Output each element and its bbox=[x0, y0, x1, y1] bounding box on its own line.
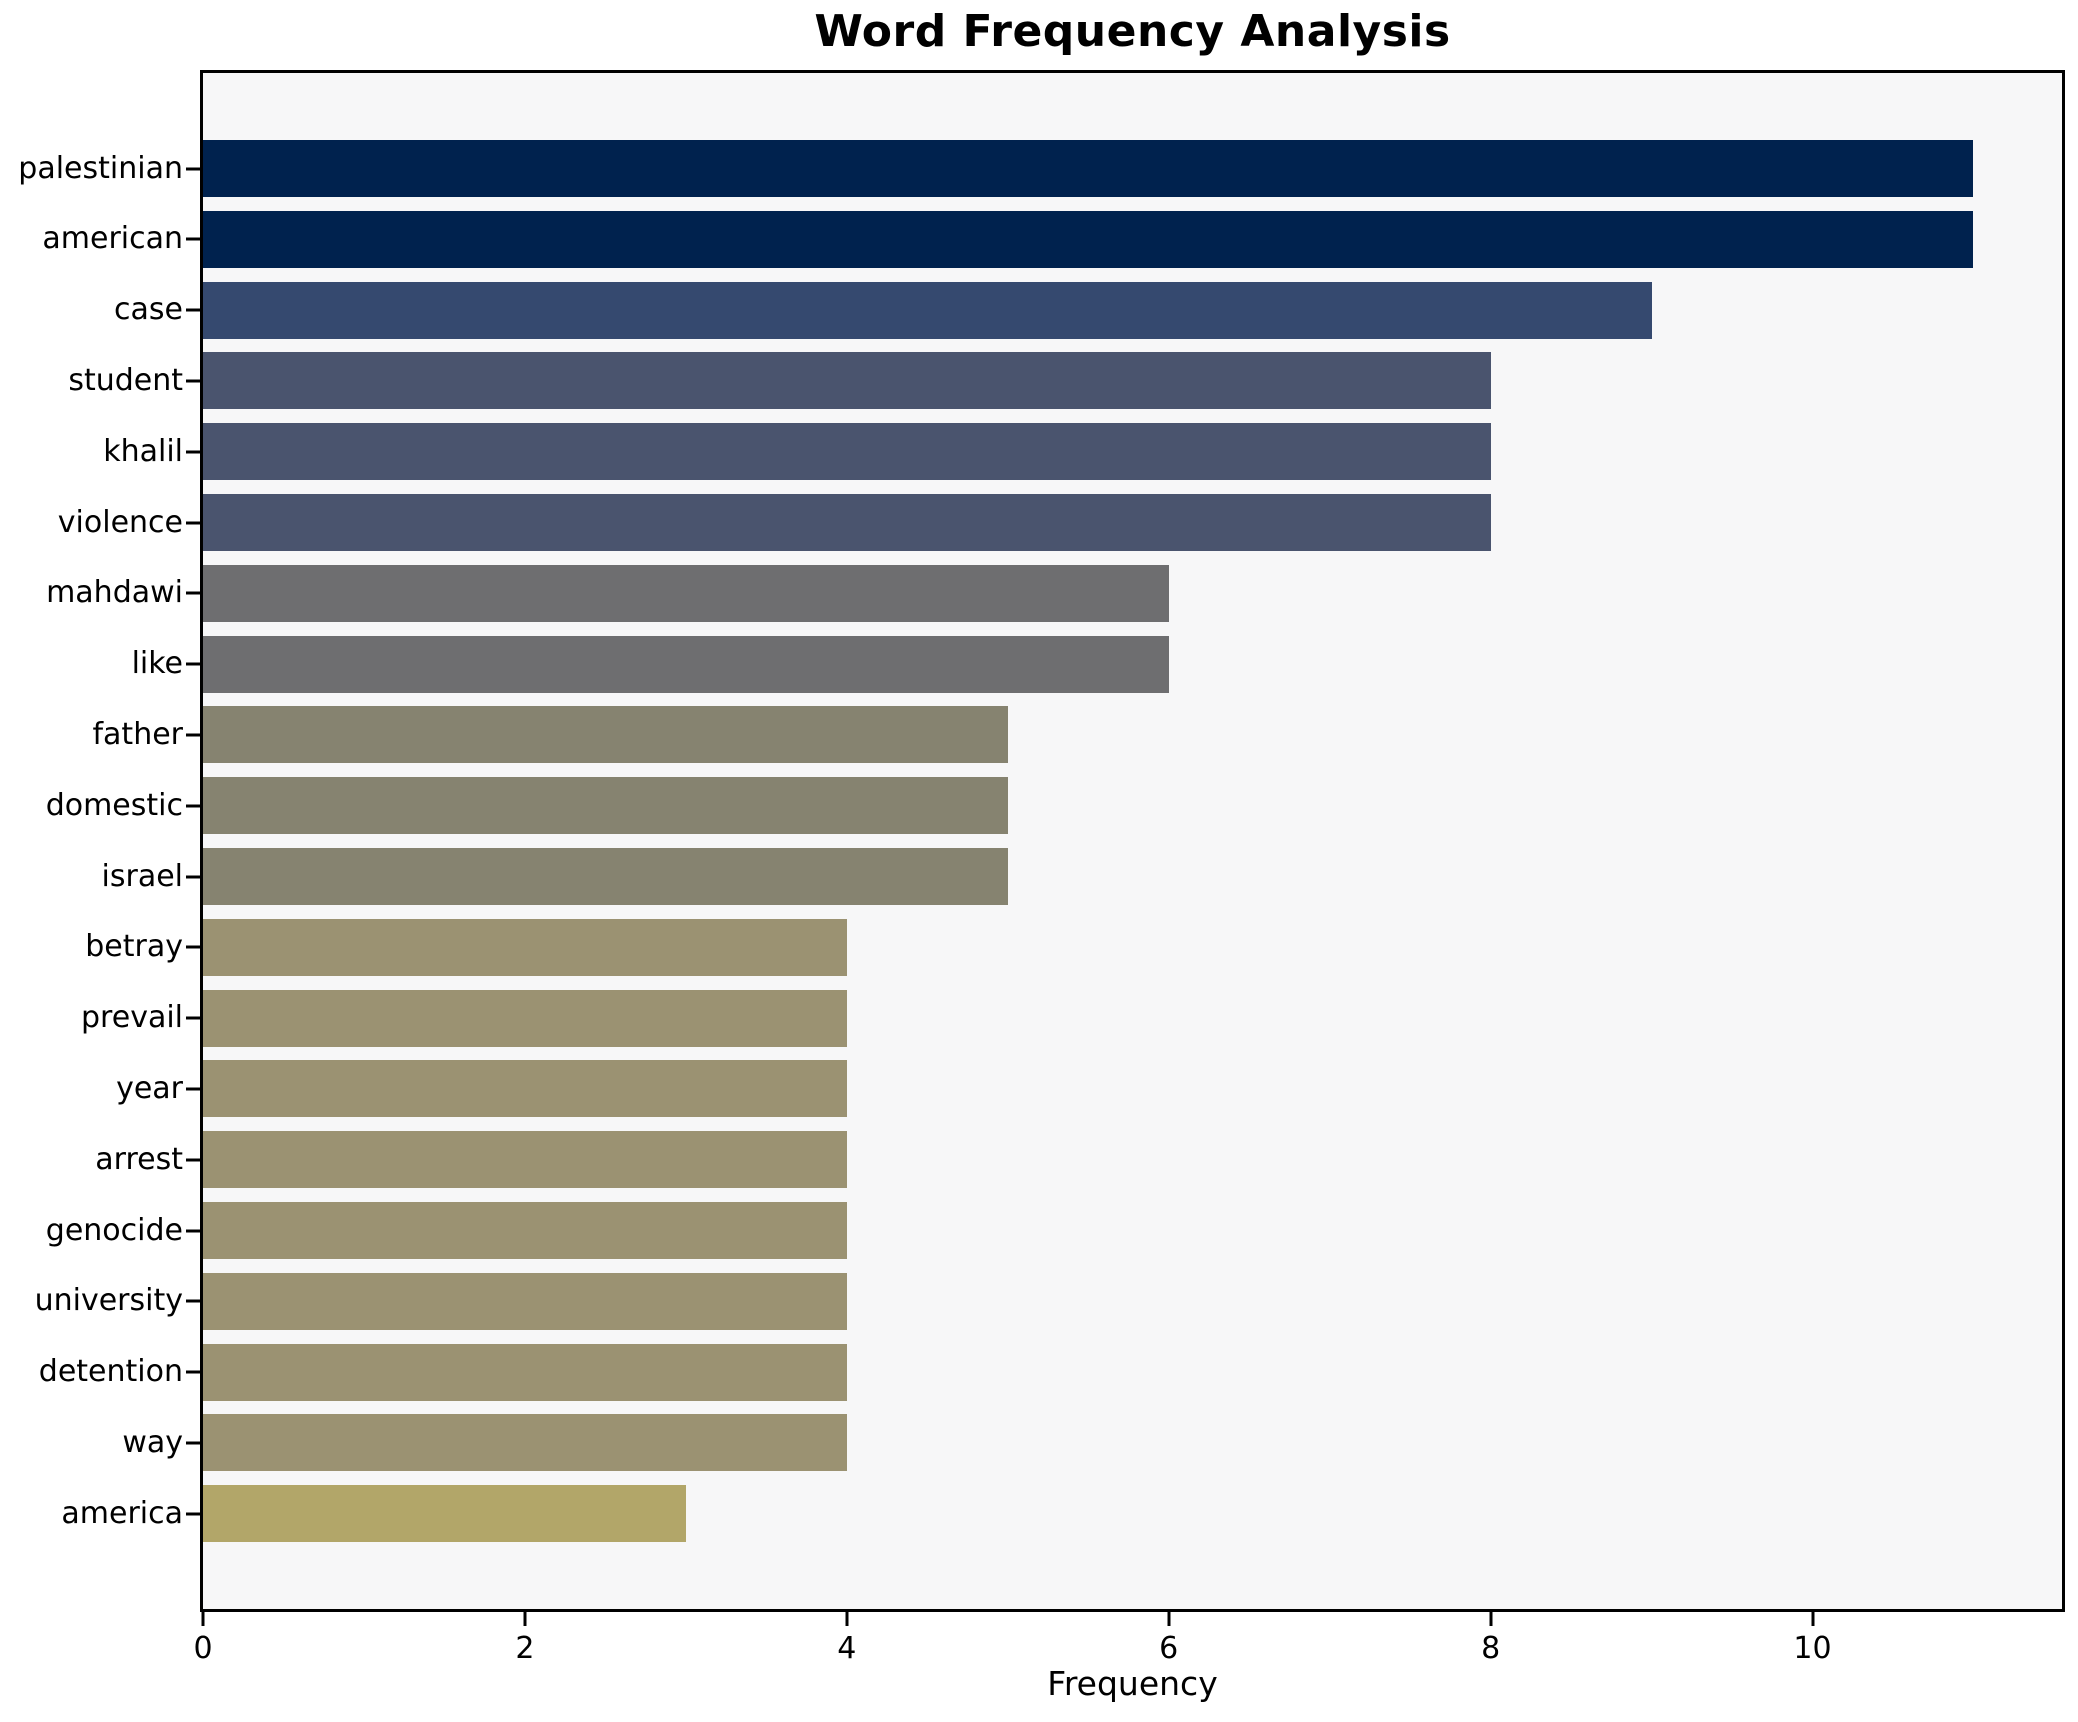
y-tick-mark bbox=[186, 379, 200, 383]
x-tick-label-8: 8 bbox=[1481, 1631, 1501, 1666]
x-tick-label-2: 2 bbox=[515, 1631, 535, 1666]
y-tick-mark bbox=[186, 1016, 200, 1020]
y-tick-label-case: case bbox=[114, 292, 183, 328]
y-tick-label-prevail: prevail bbox=[81, 1000, 183, 1036]
y-tick-label-domestic: domestic bbox=[45, 787, 183, 823]
y-tick-label-detention: detention bbox=[38, 1354, 183, 1390]
y-tick-label-arrest: arrest bbox=[95, 1141, 183, 1177]
x-axis-label: Frequency bbox=[1047, 1664, 1218, 1703]
x-tick-mark bbox=[523, 1612, 527, 1626]
y-tick-label-way: way bbox=[122, 1424, 183, 1460]
x-tick-mark bbox=[845, 1612, 849, 1626]
y-tick-label-like: like bbox=[131, 646, 183, 682]
x-tick-label-10: 10 bbox=[1793, 1631, 1832, 1666]
y-axis-labels: palestinian american case student khalil viol… bbox=[0, 73, 183, 1609]
y-tick-mark bbox=[186, 308, 200, 312]
y-tick-label-palestinian: palestinian bbox=[18, 150, 183, 186]
y-tick-mark bbox=[186, 450, 200, 454]
y-tick-mark bbox=[186, 591, 200, 595]
y-tick-label-violence: violence bbox=[57, 504, 183, 540]
x-tick-mark bbox=[1811, 1612, 1815, 1626]
y-tick-mark bbox=[186, 1441, 200, 1445]
bars-layer bbox=[203, 73, 2062, 1609]
bar-arrest bbox=[203, 1131, 847, 1189]
bar-american bbox=[203, 210, 1974, 268]
y-tick-mark bbox=[186, 662, 200, 666]
y-tick-mark bbox=[186, 1512, 200, 1516]
y-tick-mark bbox=[186, 1299, 200, 1303]
y-tick-label-year: year bbox=[116, 1070, 183, 1106]
y-tick-mark bbox=[186, 875, 200, 878]
bar-mahdawi bbox=[203, 564, 1169, 622]
y-tick-label-mahdawi: mahdawi bbox=[46, 575, 183, 611]
bar-father bbox=[203, 706, 1008, 764]
y-tick-label-israel: israel bbox=[101, 858, 183, 894]
x-tick-label-0: 0 bbox=[193, 1631, 213, 1666]
bar-genocide bbox=[203, 1202, 847, 1259]
y-tick-mark bbox=[186, 1158, 200, 1162]
bar-khalil bbox=[203, 423, 1491, 481]
x-tick-mark bbox=[201, 1612, 205, 1626]
bar-year bbox=[203, 1060, 847, 1118]
bar-like bbox=[203, 635, 1169, 693]
y-tick-mark bbox=[186, 804, 200, 808]
y-tick-mark bbox=[186, 237, 200, 241]
y-tick-label-america: america bbox=[61, 1495, 183, 1531]
bar-america bbox=[203, 1485, 686, 1543]
bar-way bbox=[203, 1414, 847, 1472]
x-tick-label-6: 6 bbox=[1159, 1631, 1179, 1666]
y-tick-label-university: university bbox=[34, 1283, 183, 1319]
y-tick-mark bbox=[186, 945, 200, 949]
bar-palestinian bbox=[203, 140, 1974, 197]
x-tick-mark bbox=[1489, 1612, 1493, 1626]
bar-betray bbox=[203, 918, 847, 976]
y-tick-mark bbox=[186, 167, 200, 170]
bar-domestic bbox=[203, 777, 1008, 835]
bar-violence bbox=[203, 494, 1491, 551]
plot-area bbox=[200, 70, 2065, 1612]
x-tick-label-4: 4 bbox=[837, 1631, 857, 1666]
y-tick-mark bbox=[186, 1370, 200, 1374]
y-axis-tick-marks bbox=[186, 73, 200, 1609]
x-axis-ticks: 0 2 4 6 8 10 bbox=[193, 1612, 2062, 1722]
y-tick-mark bbox=[186, 1087, 200, 1091]
y-tick-label-american: american bbox=[42, 221, 183, 257]
bar-student bbox=[203, 352, 1491, 410]
bar-case bbox=[203, 281, 1652, 339]
bar-prevail bbox=[203, 989, 847, 1047]
y-tick-mark bbox=[186, 1229, 200, 1232]
bar-israel bbox=[203, 848, 1008, 905]
x-tick-mark bbox=[1167, 1612, 1171, 1626]
bar-detention bbox=[203, 1343, 847, 1401]
y-tick-label-father: father bbox=[92, 716, 183, 752]
chart-title: Word Frequency Analysis bbox=[814, 6, 1451, 57]
y-tick-label-betray: betray bbox=[85, 929, 183, 965]
bar-university bbox=[203, 1272, 847, 1330]
y-tick-mark bbox=[186, 521, 200, 524]
y-tick-mark bbox=[186, 733, 200, 737]
y-tick-label-khalil: khalil bbox=[103, 433, 183, 469]
y-tick-label-genocide: genocide bbox=[45, 1212, 183, 1248]
y-tick-label-student: student bbox=[68, 362, 183, 398]
